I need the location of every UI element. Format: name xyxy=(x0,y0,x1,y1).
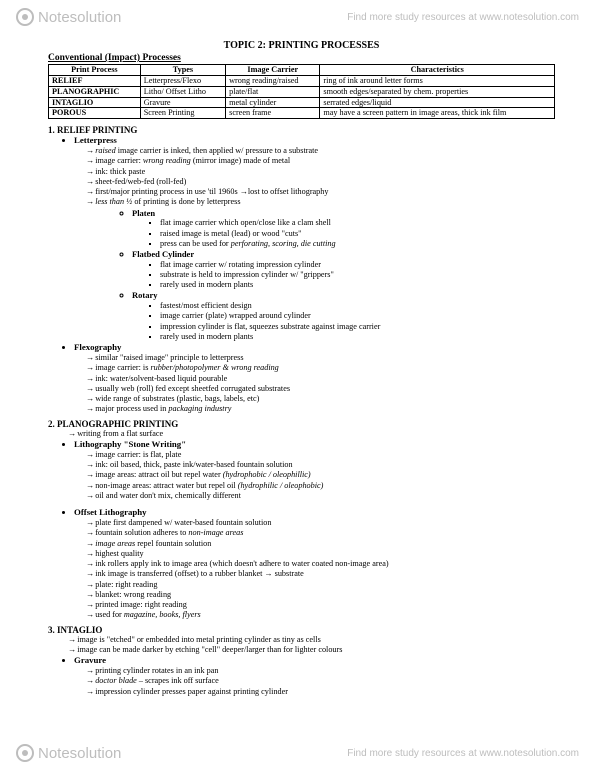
flexo-line: wide range of substrates (plastic, bags,… xyxy=(86,394,555,404)
offset-line: fountain solution adheres to non-image a… xyxy=(86,528,555,538)
offset-line: ink image is transferred (offset) to a r… xyxy=(86,569,555,579)
offset-line: image areas repel fountain solution xyxy=(86,539,555,549)
lp-line: sheet-fed/web-fed (roll-fed) xyxy=(86,177,555,187)
lp-line: raised image carrier is inked, then appl… xyxy=(86,146,555,156)
platen-line: raised image is metal (lead) or wood "cu… xyxy=(160,229,555,239)
offset-line: blanket: wrong reading xyxy=(86,590,555,600)
rotary-line: image carrier (plate) wrapped around cyl… xyxy=(160,311,555,321)
section2-heading: 2. PLANOGRAPHIC PRINTING xyxy=(48,419,555,429)
lp-line: first/major printing process in use 'til… xyxy=(86,187,555,197)
s2-intro: writing from a flat surface xyxy=(68,429,555,439)
gravure-line: printing cylinder rotates in an ink pan xyxy=(86,666,555,676)
table-row: INTAGLIO Gravure metal cylinder serrated… xyxy=(49,97,555,108)
offset-line: plate: right reading xyxy=(86,580,555,590)
gravure-line: doctor blade – scrapes ink off surface xyxy=(86,676,555,686)
offset-line: plate first dampened w/ water-based foun… xyxy=(86,518,555,528)
table-heading: Conventional (Impact) Processes xyxy=(48,53,555,63)
table-row: PLANOGRAPHIC Litho/ Offset Litho plate/f… xyxy=(49,86,555,97)
offset-line: printed image: right reading xyxy=(86,600,555,610)
watermark-bottom: Notesolution Find more study resources a… xyxy=(16,744,579,762)
litho-line: image carrier: is flat, plate xyxy=(86,450,555,460)
flexo-line: usually web (roll) fed except sheetfed c… xyxy=(86,384,555,394)
watermark-top: Notesolution Find more study resources a… xyxy=(16,8,579,26)
th-char: Characteristics xyxy=(320,65,555,76)
table-row: POROUS Screen Printing screen frame may … xyxy=(49,108,555,119)
rotary-line: rarely used in modern plants xyxy=(160,332,555,342)
intaglio-line: image can be made darker by etching "cel… xyxy=(68,645,555,655)
offset-line: ink rollers apply ink to image area (whi… xyxy=(86,559,555,569)
item-letterpress: Letterpress raised image carrier is inke… xyxy=(74,135,555,342)
logo-text-bottom: Notesolution xyxy=(38,745,121,762)
flatbed-line: substrate is held to impression cylinder… xyxy=(160,270,555,280)
th-types: Types xyxy=(140,65,225,76)
platen-line: press can be used for perforating, scori… xyxy=(160,239,555,249)
item-platen: Platen xyxy=(132,208,555,219)
flatbed-line: rarely used in modern plants xyxy=(160,280,555,290)
processes-table: Print Process Types Image Carrier Charac… xyxy=(48,64,555,119)
lp-line: ink: thick paste xyxy=(86,167,555,177)
gravure-line: impression cylinder presses paper agains… xyxy=(86,687,555,697)
section3-heading: 3. INTAGLIO xyxy=(48,625,555,635)
flexo-line: ink: water/solvent-based liquid pourable xyxy=(86,374,555,384)
offset-line: used for magazine, books, flyers xyxy=(86,610,555,620)
litho-line: image areas: attract oil but repel water… xyxy=(86,470,555,480)
th-process: Print Process xyxy=(49,65,141,76)
item-offset: Offset Lithography plate first dampened … xyxy=(74,507,555,620)
lp-line: image carrier: wrong reading (mirror ima… xyxy=(86,156,555,166)
litho-line: ink: oil based, thick, paste ink/water-b… xyxy=(86,460,555,470)
platen-line: flat image carrier which open/close like… xyxy=(160,218,555,228)
item-rotary: Rotary xyxy=(132,290,555,301)
rotary-line: fastest/most efficient design xyxy=(160,301,555,311)
logo-icon xyxy=(16,8,34,26)
flexo-line: major process used in packaging industry xyxy=(86,404,555,414)
item-lithography: Lithography "Stone Writing" image carrie… xyxy=(74,439,555,501)
watermark-link-bottom: Find more study resources at www.notesol… xyxy=(347,748,579,759)
logo-icon xyxy=(16,744,34,762)
lp-line: less than ½ of printing is done by lette… xyxy=(86,197,555,207)
section1-heading: 1. RELIEF PRINTING xyxy=(48,125,555,135)
offset-line: highest quality xyxy=(86,549,555,559)
watermark-link-top: Find more study resources at www.notesol… xyxy=(347,12,579,23)
logo-text: Notesolution xyxy=(38,9,121,26)
item-gravure: Gravure printing cylinder rotates in an … xyxy=(74,655,555,697)
intaglio-line: image is "etched" or embedded into metal… xyxy=(68,635,555,645)
litho-line: non-image areas: attract water but repel… xyxy=(86,481,555,491)
table-row: RELIEF Letterpress/Flexo wrong reading/r… xyxy=(49,75,555,86)
document-content: TOPIC 2: PRINTING PROCESSES Conventional… xyxy=(48,40,555,730)
th-carrier: Image Carrier xyxy=(226,65,320,76)
topic-title: TOPIC 2: PRINTING PROCESSES xyxy=(48,40,555,51)
flexo-line: image carrier: is rubber/photopolymer & … xyxy=(86,363,555,373)
flatbed-line: flat image carrier w/ rotating impressio… xyxy=(160,260,555,270)
litho-line: oil and water don't mix, chemically diff… xyxy=(86,491,555,501)
item-flexography: Flexography similar "raised image" princ… xyxy=(74,342,555,414)
rotary-line: impression cylinder is flat, squeezes su… xyxy=(160,322,555,332)
flexo-line: similar "raised image" principle to lett… xyxy=(86,353,555,363)
item-flatbed: Flatbed Cylinder xyxy=(132,249,555,260)
